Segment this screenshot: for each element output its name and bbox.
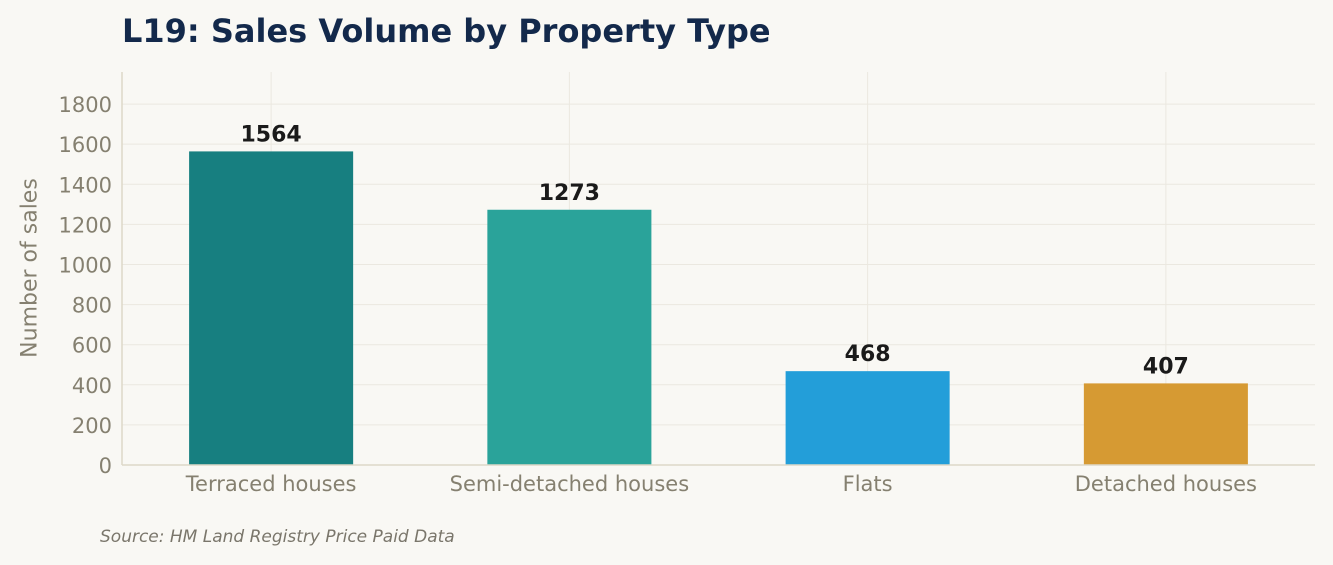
bar-value-label: 468 [845,342,891,367]
y-tick-label: 600 [72,334,112,358]
bar-value-label: 1273 [539,181,600,206]
bar [189,151,354,465]
y-tick-label: 800 [72,294,112,318]
y-tick-label: 1000 [59,253,112,277]
source-note: Source: HM Land Registry Price Paid Data [100,527,455,547]
labels: 0 200 400 600 800 1000 1200 1400 1600 1800 1564 Ter… [59,93,1257,496]
y-tick-label: 0 [99,454,112,478]
y-tick-label: 200 [72,414,112,438]
x-tick-label: Detached houses [1075,472,1257,496]
x-tick-label: Semi-detached houses [450,472,690,496]
bar [1083,383,1248,465]
chart-title: L19: Sales Volume by Property Type [122,12,771,50]
y-tick-label: 1800 [59,93,112,117]
y-tick-label: 1400 [59,173,112,197]
bar-value-label: 407 [1143,354,1189,379]
y-tick-label: 1600 [59,133,112,157]
bar [487,209,652,465]
bar [785,371,950,465]
y-tick-label: 1200 [59,213,112,237]
x-tick-label: Terraced houses [185,472,357,496]
y-tick-label: 400 [72,374,112,398]
x-tick-label: Flats [843,472,893,496]
bars [189,151,1248,465]
bar-value-label: 1564 [241,122,302,147]
axes [121,72,1315,466]
